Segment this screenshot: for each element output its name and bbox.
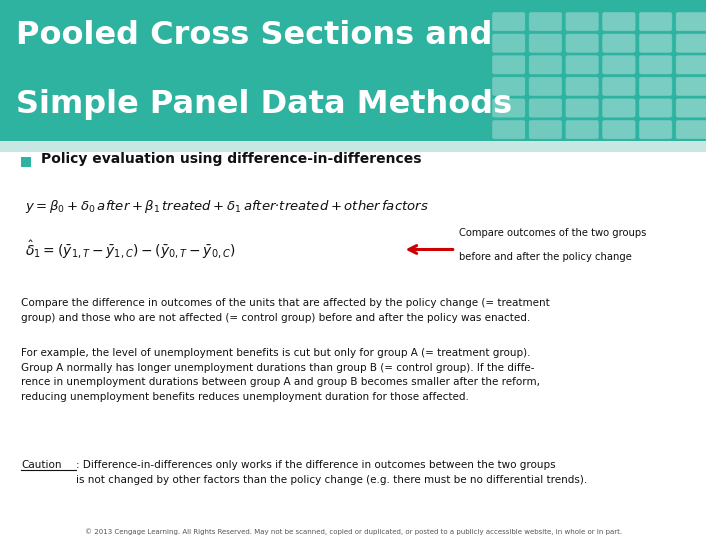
FancyBboxPatch shape: [492, 12, 525, 31]
Text: Pooled Cross Sections and: Pooled Cross Sections and: [16, 21, 492, 51]
FancyBboxPatch shape: [492, 56, 525, 74]
FancyBboxPatch shape: [566, 12, 598, 31]
Text: $\hat{\delta}_1 = (\bar{y}_{1,T} - \bar{y}_{1,C}) - (\bar{y}_{0,T} - \bar{y}_{0,: $\hat{\delta}_1 = (\bar{y}_{1,T} - \bar{…: [24, 238, 235, 261]
FancyBboxPatch shape: [566, 77, 598, 96]
FancyBboxPatch shape: [566, 34, 598, 52]
FancyBboxPatch shape: [676, 12, 708, 31]
FancyBboxPatch shape: [566, 120, 598, 139]
FancyBboxPatch shape: [492, 77, 525, 96]
Text: $y = \beta_0 + \delta_0\,after + \beta_1\,treated + \delta_1\,after{\cdot}treate: $y = \beta_0 + \delta_0\,after + \beta_1…: [24, 198, 428, 215]
FancyBboxPatch shape: [492, 99, 525, 117]
FancyBboxPatch shape: [676, 99, 708, 117]
FancyBboxPatch shape: [676, 77, 708, 96]
Text: Simple Panel Data Methods: Simple Panel Data Methods: [16, 89, 512, 120]
FancyBboxPatch shape: [529, 120, 562, 139]
Text: : Difference-in-differences only works if the difference in outcomes between the: : Difference-in-differences only works i…: [76, 460, 588, 485]
FancyBboxPatch shape: [529, 56, 562, 74]
FancyBboxPatch shape: [639, 56, 672, 74]
Text: © 2013 Cengage Learning. All Rights Reserved. May not be scanned, copied or dupl: © 2013 Cengage Learning. All Rights Rese…: [85, 528, 622, 535]
FancyBboxPatch shape: [0, 141, 706, 152]
FancyBboxPatch shape: [639, 12, 672, 31]
FancyBboxPatch shape: [603, 99, 635, 117]
Text: Policy evaluation using difference-in-differences: Policy evaluation using difference-in-di…: [41, 152, 421, 166]
FancyBboxPatch shape: [676, 56, 708, 74]
FancyBboxPatch shape: [566, 99, 598, 117]
FancyBboxPatch shape: [529, 34, 562, 52]
FancyBboxPatch shape: [676, 34, 708, 52]
Text: For example, the level of unemployment benefits is cut but only for group A (= t: For example, the level of unemployment b…: [21, 348, 540, 402]
FancyBboxPatch shape: [566, 56, 598, 74]
FancyBboxPatch shape: [603, 77, 635, 96]
FancyBboxPatch shape: [492, 34, 525, 52]
FancyBboxPatch shape: [639, 99, 672, 117]
FancyBboxPatch shape: [603, 56, 635, 74]
FancyBboxPatch shape: [0, 0, 706, 141]
FancyBboxPatch shape: [639, 34, 672, 52]
Text: before and after the policy change: before and after the policy change: [459, 252, 632, 262]
Text: Caution: Caution: [21, 460, 62, 470]
FancyBboxPatch shape: [529, 99, 562, 117]
FancyBboxPatch shape: [639, 120, 672, 139]
FancyBboxPatch shape: [529, 12, 562, 31]
Text: Compare outcomes of the two groups: Compare outcomes of the two groups: [459, 227, 647, 238]
FancyBboxPatch shape: [603, 120, 635, 139]
FancyBboxPatch shape: [603, 34, 635, 52]
Text: Compare the difference in outcomes of the units that are affected by the policy : Compare the difference in outcomes of th…: [21, 298, 550, 323]
FancyBboxPatch shape: [603, 12, 635, 31]
FancyBboxPatch shape: [639, 77, 672, 96]
FancyBboxPatch shape: [529, 77, 562, 96]
FancyBboxPatch shape: [492, 120, 525, 139]
FancyBboxPatch shape: [21, 157, 31, 167]
FancyBboxPatch shape: [676, 120, 708, 139]
